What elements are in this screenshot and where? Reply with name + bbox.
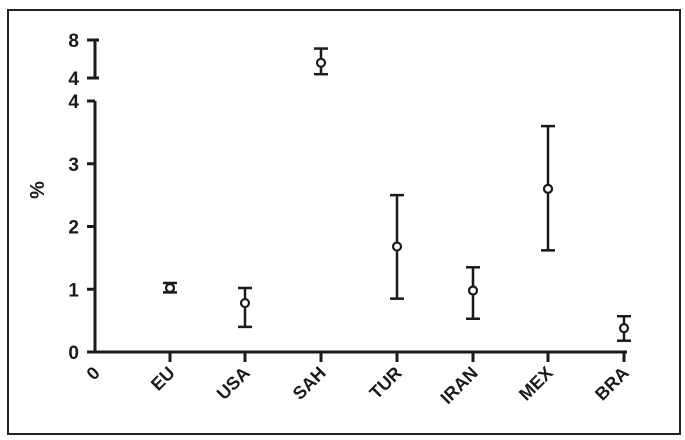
chart-marks xyxy=(163,47,631,342)
x-tick-label: IRAN xyxy=(437,363,482,408)
data-point-group xyxy=(466,266,480,320)
y-tick-label: 1 xyxy=(68,280,79,301)
data-point-group xyxy=(163,281,177,294)
data-point xyxy=(391,241,403,252)
data-point-group xyxy=(314,47,328,76)
data-point xyxy=(239,297,251,309)
x-tick-label: MEX xyxy=(515,363,557,405)
y-tick-label: 4 xyxy=(68,69,79,90)
y-tick-label: 4 xyxy=(68,92,79,113)
data-point-group xyxy=(617,314,631,342)
data-point xyxy=(618,323,630,334)
data-point xyxy=(542,183,554,194)
x-origin-label: 0 xyxy=(83,363,104,384)
x-tick-label: BRA xyxy=(591,363,633,405)
x-tick-label: EU xyxy=(147,363,179,395)
data-point-group xyxy=(390,193,404,300)
data-point xyxy=(467,285,479,296)
y-tick-label: 0 xyxy=(68,343,79,364)
data-point xyxy=(164,282,176,294)
y-tick-label: 2 xyxy=(68,218,79,239)
chart-frame xyxy=(7,9,681,435)
y-tick-label: 8 xyxy=(68,31,79,52)
x-tick-label: TUR xyxy=(366,363,406,403)
y-axis-title: % xyxy=(27,181,49,199)
data-point xyxy=(315,57,327,68)
x-tick-label: USA xyxy=(213,363,254,404)
data-point-group xyxy=(541,124,555,252)
data-point-group xyxy=(238,286,252,329)
y-tick-label: 3 xyxy=(68,155,79,176)
x-tick-label: SAH xyxy=(289,363,330,404)
